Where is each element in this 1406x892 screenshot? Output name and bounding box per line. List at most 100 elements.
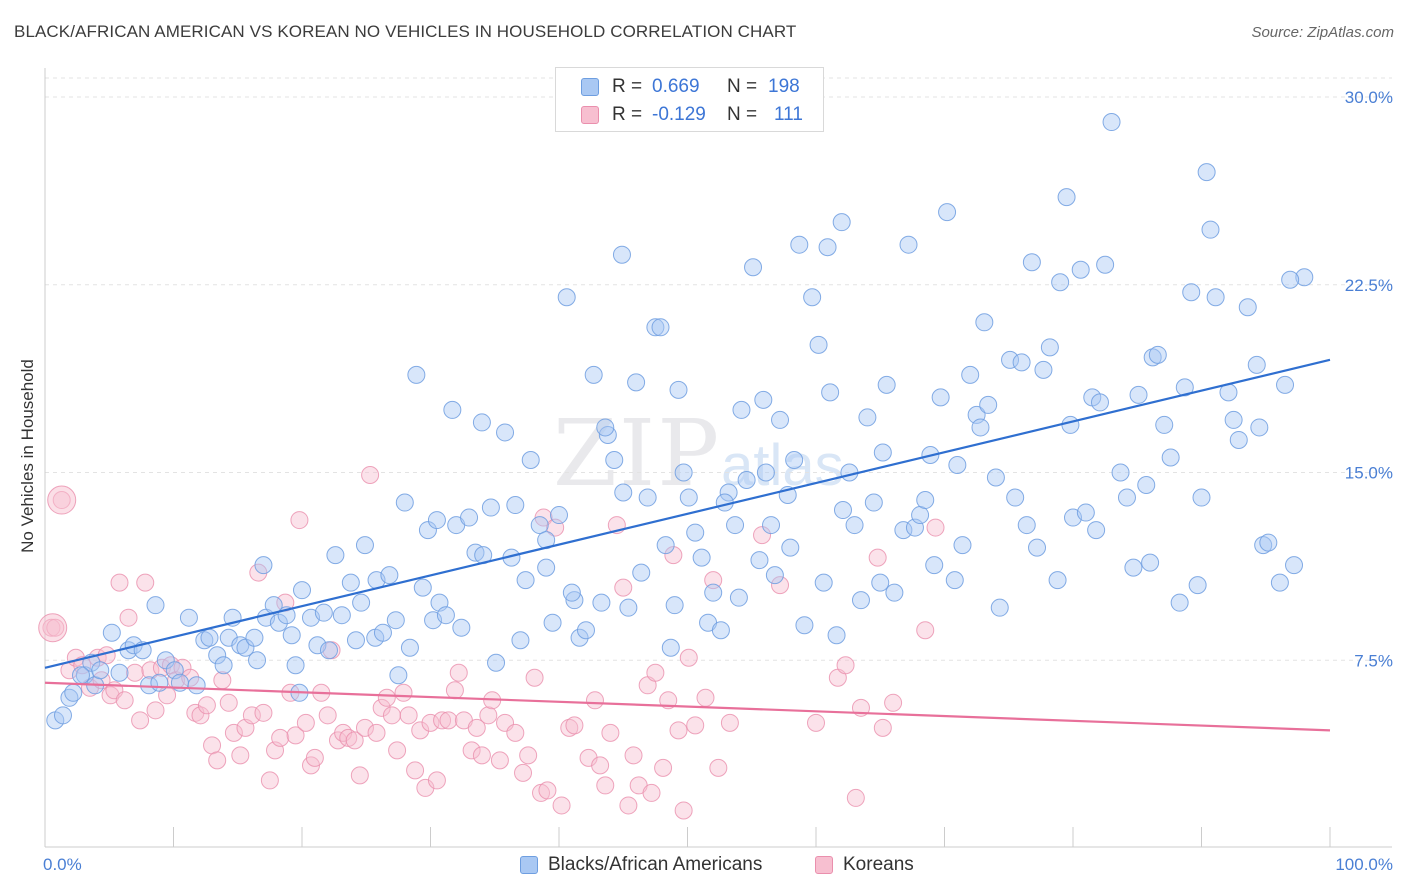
data-point-korean bbox=[191, 706, 210, 725]
data-point-black bbox=[314, 603, 333, 622]
data-point-black bbox=[665, 596, 684, 615]
data-point-black bbox=[282, 626, 301, 645]
data-point-black bbox=[236, 638, 255, 657]
data-point-black bbox=[1238, 298, 1257, 317]
data-point-black bbox=[1117, 488, 1136, 507]
data-point-black bbox=[975, 313, 994, 332]
data-point-black bbox=[845, 516, 864, 535]
data-point-black bbox=[1175, 378, 1194, 397]
data-point-korean-large bbox=[38, 613, 68, 643]
chart-title: BLACK/AFRICAN AMERICAN VS KOREAN NO VEHI… bbox=[14, 22, 797, 41]
data-point-black bbox=[925, 556, 944, 575]
data-point-korean bbox=[873, 718, 892, 737]
data-point-black bbox=[948, 455, 967, 474]
data-point-black bbox=[1295, 268, 1314, 287]
data-point-black bbox=[809, 335, 828, 354]
data-point-black bbox=[1224, 410, 1243, 429]
data-point-black bbox=[355, 536, 374, 555]
data-point-black bbox=[916, 491, 935, 510]
data-point-korean bbox=[231, 746, 250, 765]
legend-label-blacks: Blacks/African Americans bbox=[548, 854, 763, 875]
data-point-black bbox=[614, 483, 633, 502]
data-point-korean bbox=[271, 728, 290, 747]
data-point-black bbox=[638, 488, 657, 507]
legend-item-koreans[interactable]: Koreans bbox=[815, 852, 914, 878]
data-point-black bbox=[245, 628, 264, 647]
data-point-korean bbox=[472, 746, 491, 765]
data-point-korean bbox=[399, 706, 418, 725]
data-point-korean bbox=[406, 761, 425, 780]
data-point-black bbox=[627, 373, 646, 392]
data-point-black bbox=[1006, 488, 1025, 507]
data-point-black bbox=[231, 636, 250, 655]
data-point-korean bbox=[479, 706, 498, 725]
data-point-black bbox=[146, 596, 165, 615]
source-label: Source: ZipAtlas.com bbox=[1251, 24, 1394, 41]
data-point-black bbox=[389, 666, 408, 685]
data-point-black bbox=[790, 235, 809, 254]
data-point-black bbox=[506, 496, 525, 515]
data-point-black bbox=[592, 593, 611, 612]
data-point-black bbox=[1111, 463, 1130, 482]
data-point-korean bbox=[720, 713, 739, 732]
data-point-black bbox=[858, 408, 877, 427]
data-point-black bbox=[1102, 113, 1121, 132]
data-point-black bbox=[511, 631, 530, 650]
data-point-black bbox=[562, 583, 581, 602]
legend-item-blacks[interactable]: Blacks/African Americans bbox=[520, 852, 762, 878]
data-point-black bbox=[1197, 163, 1216, 182]
data-point-black bbox=[530, 516, 549, 535]
data-point-black bbox=[729, 588, 748, 607]
y-tick-label: 22.5% bbox=[1345, 276, 1393, 295]
data-point-korean bbox=[290, 511, 309, 530]
data-point-black bbox=[945, 571, 964, 590]
data-point-korean bbox=[203, 736, 222, 755]
swatch-korean bbox=[581, 106, 599, 124]
data-point-black bbox=[821, 383, 840, 402]
stats-row-korean: R = -0.129 N = 111 bbox=[556, 100, 823, 130]
data-point-black bbox=[452, 618, 471, 637]
data-point-black bbox=[413, 578, 432, 597]
data-point-black bbox=[661, 638, 680, 657]
data-point-korean bbox=[219, 693, 238, 712]
data-point-black bbox=[899, 235, 918, 254]
data-point-black bbox=[341, 573, 360, 592]
data-point-korean bbox=[125, 663, 144, 682]
data-point-korean bbox=[614, 578, 633, 597]
data-point-black bbox=[877, 375, 896, 394]
data-point-black bbox=[565, 591, 584, 610]
data-point-black bbox=[1028, 538, 1047, 557]
data-point-black bbox=[692, 548, 711, 567]
data-point-black bbox=[732, 400, 751, 419]
data-point-black bbox=[750, 551, 769, 570]
data-point-korean bbox=[115, 691, 134, 710]
data-point-black bbox=[472, 413, 491, 432]
data-point-black bbox=[1022, 253, 1041, 272]
data-point-black bbox=[971, 418, 990, 437]
data-point-black bbox=[986, 468, 1005, 487]
legend-label-koreans: Koreans bbox=[843, 854, 914, 875]
data-point-korean bbox=[350, 766, 369, 785]
data-point-korean bbox=[686, 716, 705, 735]
data-point-black bbox=[781, 538, 800, 557]
data-point-korean bbox=[119, 608, 138, 627]
data-point-black bbox=[1170, 593, 1189, 612]
data-point-black bbox=[1048, 571, 1067, 590]
data-point-black bbox=[481, 498, 500, 517]
y-tick-label: 30.0% bbox=[1345, 88, 1393, 107]
data-point-korean bbox=[131, 711, 150, 730]
data-point-korean bbox=[490, 751, 509, 770]
data-point-black bbox=[1250, 418, 1269, 437]
data-point-korean bbox=[462, 741, 481, 760]
data-point-korean bbox=[305, 748, 324, 767]
axes bbox=[44, 68, 1392, 848]
data-point-black bbox=[1001, 350, 1020, 369]
data-point-korean bbox=[394, 683, 413, 702]
data-point-black bbox=[612, 245, 631, 264]
data-point-black bbox=[516, 571, 535, 590]
r-value: 0.669 bbox=[652, 76, 700, 97]
data-point-black bbox=[1017, 516, 1036, 535]
data-point-black bbox=[1012, 353, 1031, 372]
data-point-black bbox=[938, 203, 957, 222]
data-point-black bbox=[961, 365, 980, 384]
